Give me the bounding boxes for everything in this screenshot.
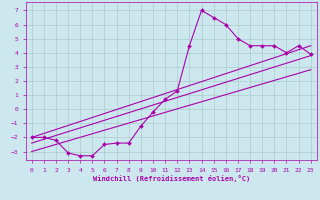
X-axis label: Windchill (Refroidissement éolien,°C): Windchill (Refroidissement éolien,°C) (92, 175, 250, 182)
